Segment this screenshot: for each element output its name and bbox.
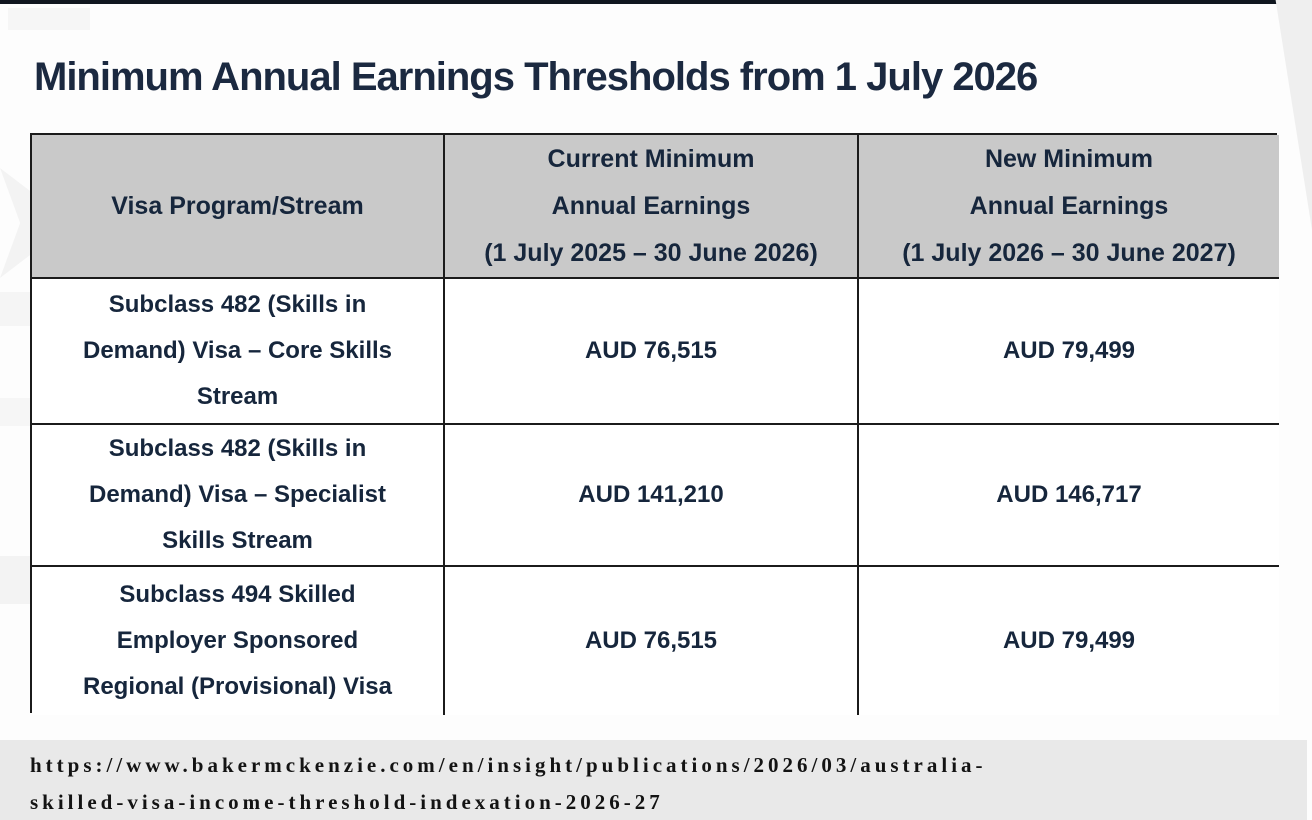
table-row-1-current-cell: AUD 76,515	[445, 279, 859, 425]
header-visa-program-stream: Visa Program/Stream	[32, 135, 445, 279]
table-row-3-program-cell: Subclass 494 Skilled Employer Sponsored …	[32, 567, 445, 715]
current-earnings-value: AUD 76,515	[584, 337, 718, 364]
program-name: Subclass 482 (Skills in Demand) Visa – C…	[82, 291, 393, 410]
table-row-1-program-cell: Subclass 482 (Skills in Demand) Visa – C…	[32, 279, 445, 425]
current-earnings-value: AUD 76,515	[584, 627, 718, 654]
source-url-band: https://www.bakermckenzie.com/en/insight…	[0, 740, 1307, 820]
header-line: New Minimum	[984, 144, 1154, 173]
table-row-1-new-cell: AUD 79,499	[859, 279, 1279, 425]
header-line: (1 July 2026 – 30 June 2027)	[902, 238, 1236, 267]
table-row-2-new-cell: AUD 146,717	[859, 425, 1279, 567]
watermark-rectangle	[8, 8, 90, 30]
new-earnings-value: AUD 79,499	[1002, 627, 1136, 654]
header-new-minimum-earnings: New Minimum Annual Earnings (1 July 2026…	[859, 135, 1279, 279]
header-line: Annual Earnings	[969, 191, 1169, 220]
new-earnings-value: AUD 146,717	[996, 481, 1142, 508]
program-name: Subclass 482 (Skills in Demand) Visa – S…	[88, 435, 387, 554]
header-current-minimum-earnings: Current Minimum Annual Earnings (1 July …	[445, 135, 859, 279]
table-row-3-new-cell: AUD 79,499	[859, 567, 1279, 715]
source-url-line: skilled-visa-income-threshold-indexation…	[30, 790, 664, 814]
table-row-2-current-cell: AUD 141,210	[445, 425, 859, 567]
new-earnings-value: AUD 79,499	[1002, 337, 1136, 364]
table-row-3-current-cell: AUD 76,515	[445, 567, 859, 715]
header-label: Visa Program/Stream	[111, 191, 364, 220]
header-line: Annual Earnings	[551, 191, 751, 220]
table-row-2-program-cell: Subclass 482 (Skills in Demand) Visa – S…	[32, 425, 445, 567]
earnings-threshold-table: Visa Program/Stream Current Minimum Annu…	[30, 133, 1279, 715]
page-title: Minimum Annual Earnings Thresholds from …	[34, 54, 1038, 99]
top-border-bar	[0, 0, 1312, 4]
program-name: Subclass 494 Skilled Employer Sponsored …	[83, 581, 392, 700]
header-line: (1 July 2025 – 30 June 2026)	[484, 238, 818, 267]
source-url: https://www.bakermckenzie.com/en/insight…	[0, 740, 1307, 820]
source-url-line: https://www.bakermckenzie.com/en/insight…	[30, 753, 987, 777]
header-line: Current Minimum	[547, 144, 755, 173]
current-earnings-value: AUD 141,210	[578, 481, 724, 508]
